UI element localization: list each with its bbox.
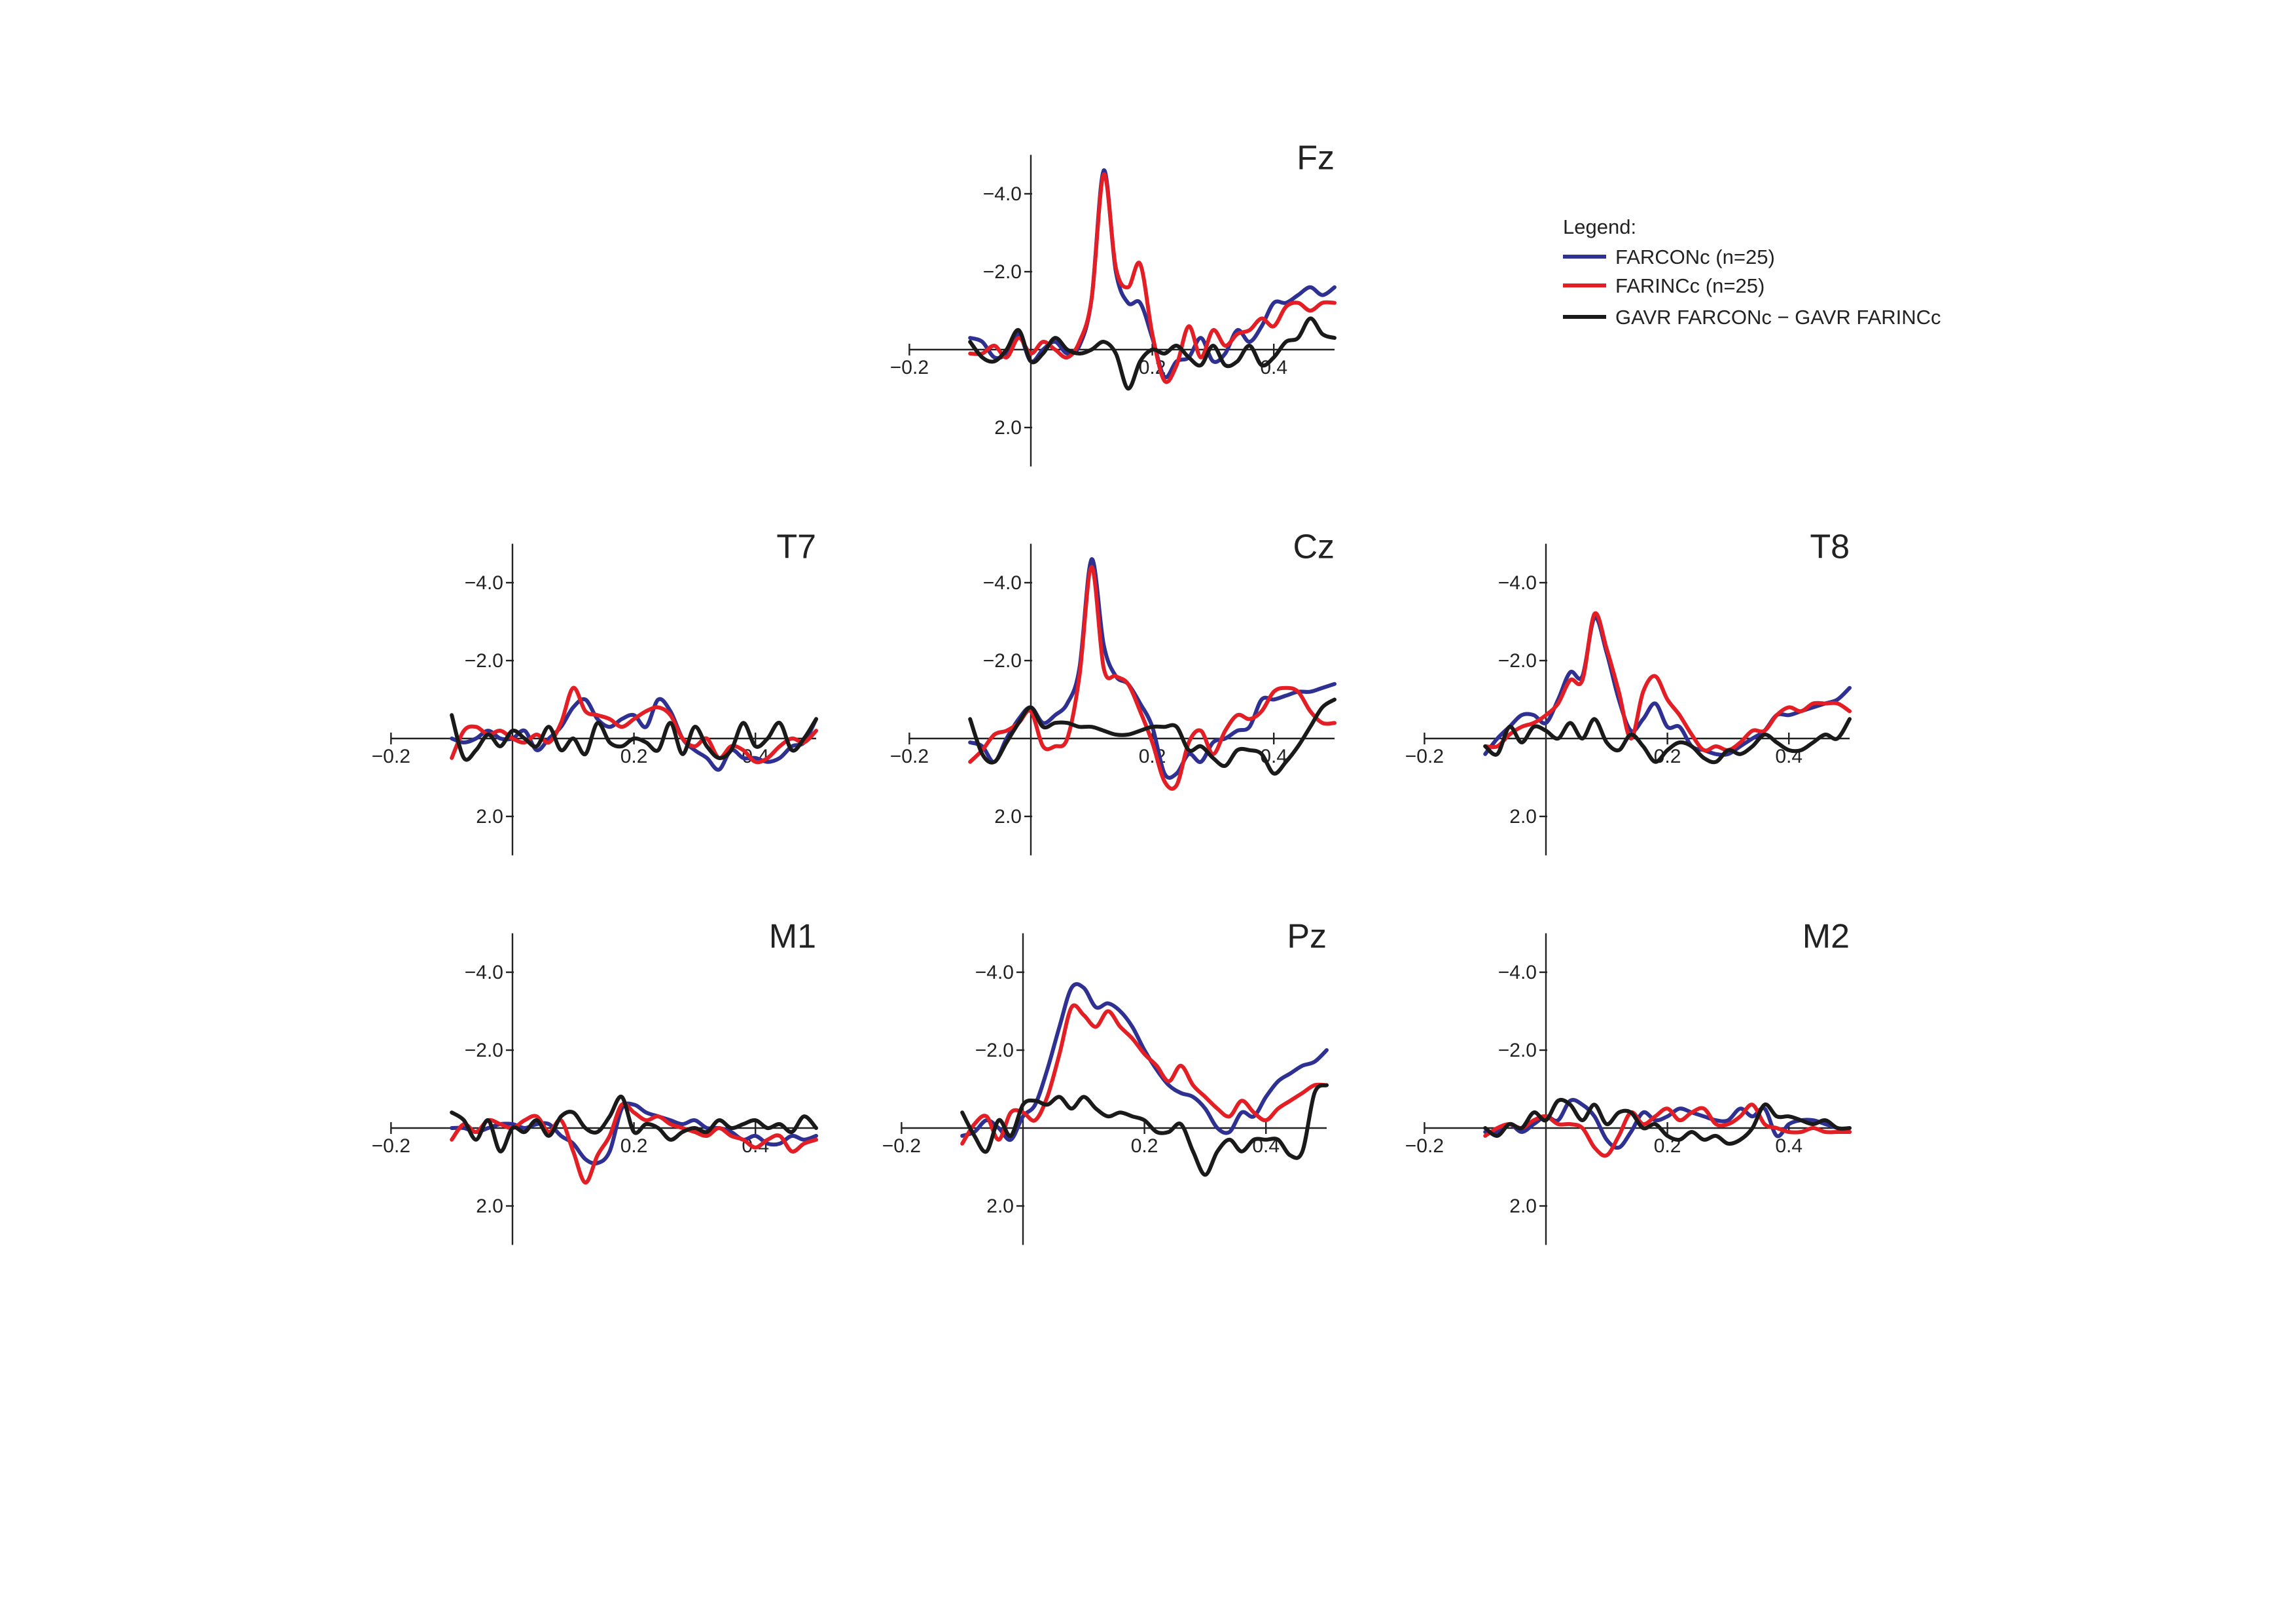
- x-tick-label-m2: −0.2: [1405, 1135, 1444, 1157]
- legend-entry-difference: GAVR FARCONc − GAVR FARINCc: [1563, 306, 1941, 329]
- y-tick-label-t8: −4.0: [1498, 572, 1537, 594]
- y-tick-label-m2: −4.0: [1498, 962, 1537, 983]
- series-line-farincc-fz: [968, 172, 1336, 384]
- series-line-farincc-cz: [968, 565, 1336, 791]
- y-tick-label-fz: −4.0: [983, 183, 1022, 205]
- x-tick-label-fz: −0.2: [890, 357, 929, 378]
- channel-label-m1: M1: [769, 917, 816, 955]
- series-line-farconc-pz: [960, 982, 1329, 1142]
- y-tick-label-m2: 2.0: [1509, 1195, 1537, 1217]
- x-tick-label-m2: 0.4: [1775, 1135, 1803, 1157]
- panel-m1: −0.2 0.2 0.4−4.0−2.02.0M1: [372, 917, 818, 1245]
- panel-pz: −0.2 0.2 0.4−4.0−2.02.0Pz: [882, 917, 1329, 1245]
- y-tick-label-m1: 2.0: [476, 1195, 503, 1217]
- x-tick-label-pz: −0.2: [882, 1135, 921, 1157]
- panel-cz: −0.2 0.2 0.4−4.0−2.02.0Cz: [890, 528, 1336, 856]
- x-tick-label-fz: 0.4: [1260, 357, 1287, 378]
- panel-t8: −0.2 0.2 0.4−4.0−2.02.0T8: [1405, 528, 1852, 856]
- y-tick-label-pz: −2.0: [975, 1040, 1014, 1061]
- channel-label-cz: Cz: [1293, 528, 1335, 566]
- channel-label-pz: Pz: [1287, 917, 1327, 955]
- series-line-difference-fz: [968, 316, 1336, 391]
- series-line-difference-pz: [960, 1083, 1329, 1177]
- legend-entry-farincc: FARINCc (n=25): [1563, 274, 1765, 297]
- y-tick-label-pz: 2.0: [986, 1195, 1014, 1217]
- y-tick-label-pz: −4.0: [975, 962, 1014, 983]
- y-tick-label-t8: −2.0: [1498, 650, 1537, 672]
- panel-m2: −0.2 0.2 0.4−4.0−2.02.0M2: [1405, 917, 1852, 1245]
- channel-label-t8: T8: [1810, 528, 1850, 566]
- y-tick-label-t7: −4.0: [465, 572, 503, 594]
- series-line-difference-m2: [1483, 1097, 1852, 1146]
- y-tick-label-m2: −2.0: [1498, 1040, 1537, 1061]
- legend-label-farincc: FARINCc (n=25): [1615, 274, 1765, 297]
- x-tick-label-t7: −0.2: [372, 746, 410, 767]
- series-line-farconc-t8: [1483, 615, 1852, 757]
- panel-t7: −0.2 0.2 0.4−4.0−2.02.0T7: [372, 528, 818, 856]
- legend-label-farconc: FARCONc (n=25): [1615, 246, 1775, 268]
- series-line-farincc-pz: [960, 1003, 1329, 1146]
- x-tick-label-t7: 0.2: [620, 746, 648, 767]
- y-tick-label-t7: 2.0: [476, 806, 503, 828]
- channel-label-fz: Fz: [1297, 139, 1335, 177]
- series-line-farincc-t7: [450, 685, 818, 765]
- y-tick-label-cz: 2.0: [994, 806, 1022, 828]
- series-line-difference-t8: [1483, 717, 1852, 765]
- channel-label-m2: M2: [1803, 917, 1850, 955]
- y-tick-label-t8: 2.0: [1509, 806, 1537, 828]
- legend: Legend: FARCONc (n=25) FARINCc (n=25) GA…: [1563, 215, 1941, 329]
- legend-label-difference: GAVR FARCONc − GAVR FARINCc: [1615, 306, 1941, 329]
- x-tick-label-m1: −0.2: [372, 1135, 410, 1157]
- series-line-farincc-m2: [1483, 1103, 1852, 1158]
- x-tick-label-cz: −0.2: [890, 746, 929, 767]
- x-tick-label-pz: 0.2: [1131, 1135, 1158, 1157]
- legend-entry-farconc: FARCONc (n=25): [1563, 246, 1775, 268]
- erp-panels: −0.2 0.2 0.4 −4.0 −2.0 2.0 Fz −0.2 0.2 0.4 −4.0 −2.…: [372, 139, 1852, 1245]
- x-tick-label-t8: −0.2: [1405, 746, 1444, 767]
- y-tick-label-fz: −2.0: [983, 261, 1022, 283]
- panel-fz: −0.2 0.2 0.4−4.0−2.02.0Fz: [890, 139, 1336, 467]
- y-tick-label-cz: −2.0: [983, 650, 1022, 672]
- series-line-difference-cz: [968, 697, 1336, 776]
- legend-title: Legend:: [1563, 215, 1636, 238]
- y-tick-label-fz: 2.0: [994, 417, 1022, 439]
- y-tick-label-cz: −4.0: [983, 572, 1022, 594]
- y-tick-label-m1: −2.0: [465, 1040, 503, 1061]
- series-line-farconc-m1: [450, 1101, 818, 1166]
- series-line-difference-t7: [450, 713, 818, 762]
- x-tick-label-m1: 0.2: [620, 1135, 648, 1157]
- series-line-difference-m1: [450, 1095, 818, 1154]
- y-tick-label-t7: −2.0: [465, 650, 503, 672]
- series-line-farincc-t8: [1483, 611, 1852, 753]
- y-tick-label-m1: −4.0: [465, 962, 503, 983]
- channel-label-t7: T7: [776, 528, 816, 566]
